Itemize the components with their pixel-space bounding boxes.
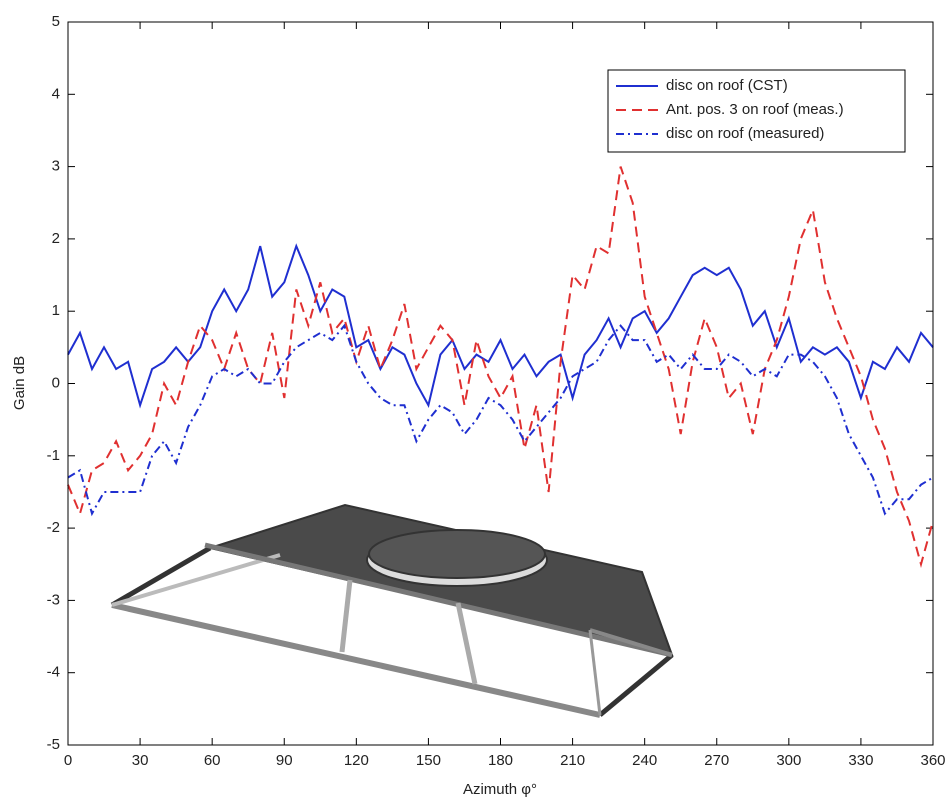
x-tick-label: 240 — [632, 752, 657, 769]
legend: disc on roof (CST) Ant. pos. 3 on roof (m… — [607, 69, 906, 153]
series-line — [67, 166, 934, 569]
y-axis-label: Gain dB — [11, 356, 28, 410]
y-tick-label: -2 — [47, 519, 60, 536]
legend-label: disc on roof (measured) — [666, 125, 824, 142]
y-tick-label: 3 — [52, 158, 60, 175]
x-tick-label: 270 — [704, 752, 729, 769]
series-line — [67, 243, 934, 409]
y-tick-label: 5 — [52, 13, 60, 30]
x-tick-label: 30 — [132, 752, 149, 769]
x-tick-label: 120 — [344, 752, 369, 769]
y-tick-label: 0 — [52, 374, 60, 391]
y-tick-label: -5 — [47, 736, 60, 753]
legend-label: disc on roof (CST) — [666, 77, 788, 94]
x-tick-label: 180 — [488, 752, 513, 769]
x-tick-label: 330 — [848, 752, 873, 769]
y-tick-label: -4 — [47, 664, 60, 681]
x-tick-label: 150 — [416, 752, 441, 769]
x-tick-label: 60 — [204, 752, 221, 769]
legend-label: Ant. pos. 3 on roof (meas.) — [666, 101, 844, 118]
y-tick-label: -3 — [47, 591, 60, 608]
x-tick-label: 300 — [776, 752, 801, 769]
x-axis-label: Azimuth φ° — [463, 781, 537, 798]
roof-rendering — [110, 503, 674, 718]
x-tick-label: 0 — [64, 752, 72, 769]
y-tick-label: 2 — [52, 230, 60, 247]
y-tick-label: -1 — [47, 447, 60, 464]
ticks — [67, 21, 934, 746]
plot-lines — [67, 166, 934, 569]
y-tick-label: 1 — [52, 302, 60, 319]
x-tick-label: 210 — [560, 752, 585, 769]
x-tick-label: 90 — [276, 752, 293, 769]
plot-frame — [67, 21, 934, 746]
y-tick-label: 4 — [52, 85, 60, 102]
x-tick-label: 360 — [920, 752, 945, 769]
series-line — [67, 323, 934, 517]
